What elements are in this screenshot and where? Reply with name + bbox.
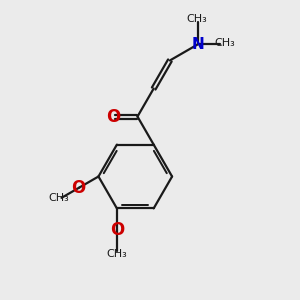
Text: CH₃: CH₃ [186,14,207,24]
Text: CH₃: CH₃ [106,249,127,259]
Text: CH₃: CH₃ [214,38,235,48]
Text: O: O [106,108,120,126]
Text: N: N [191,37,204,52]
Text: O: O [110,221,124,239]
Text: O: O [71,178,85,196]
Text: CH₃: CH₃ [48,193,69,203]
